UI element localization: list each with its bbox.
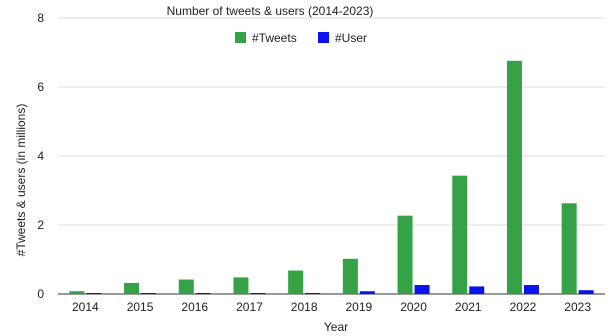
legend-label-tweets: #Tweets xyxy=(252,31,297,45)
x-tick-label: 2019 xyxy=(345,300,372,314)
bar-user-2020 xyxy=(414,285,430,294)
bar-tweets-2017 xyxy=(233,277,249,294)
bar-user-2017 xyxy=(250,293,266,294)
bar-tweets-2016 xyxy=(178,279,194,294)
y-tick-label: 2 xyxy=(37,218,44,232)
y-tick-label: 6 xyxy=(37,80,44,94)
bar-user-2023 xyxy=(578,290,594,294)
x-tick-label: 2021 xyxy=(455,300,482,314)
bar-user-2021 xyxy=(469,286,485,294)
x-tick-label: 2015 xyxy=(127,300,154,314)
bar-user-2022 xyxy=(523,285,539,294)
bar-tweets-2019 xyxy=(342,258,358,294)
bar-user-2016 xyxy=(195,293,211,294)
x-tick-label: 2022 xyxy=(510,300,537,314)
x-tick-label: 2018 xyxy=(291,300,318,314)
y-tick-label: 8 xyxy=(37,11,44,25)
bar-tweets-2022 xyxy=(506,60,522,294)
bar-tweets-2015 xyxy=(124,282,140,294)
legend: #Tweets #User xyxy=(235,31,367,45)
bar-user-2015 xyxy=(141,293,157,294)
y-axis-title: #Tweets & users (in millions) xyxy=(14,104,28,257)
bar-user-2014 xyxy=(86,293,102,294)
legend-swatch-user xyxy=(318,32,329,43)
x-axis-ticks: 2014 2015 2016 2017 2018 2019 2020 2021 2022 2023 xyxy=(72,300,591,314)
bar-tweets-2021 xyxy=(452,175,468,294)
bar-tweets-2018 xyxy=(288,270,304,294)
bars xyxy=(69,60,594,294)
y-axis-ticks: 0 2 4 6 8 xyxy=(37,11,44,301)
legend-label-user: #User xyxy=(335,31,367,45)
x-tick-label: 2014 xyxy=(72,300,99,314)
x-tick-label: 2017 xyxy=(236,300,263,314)
y-tick-label: 4 xyxy=(37,149,44,163)
legend-swatch-tweets xyxy=(235,32,246,43)
y-tick-label: 0 xyxy=(37,287,44,301)
bar-user-2019 xyxy=(359,291,375,294)
x-tick-label: 2016 xyxy=(181,300,208,314)
bar-tweets-2014 xyxy=(69,291,85,294)
bar-user-2018 xyxy=(305,292,321,294)
bar-tweets-2020 xyxy=(397,215,413,294)
x-axis-title: Year xyxy=(324,320,348,334)
chart-title: Number of tweets & users (2014-2023) xyxy=(167,4,374,18)
x-tick-label: 2020 xyxy=(400,300,427,314)
gridlines xyxy=(58,17,605,295)
bar-tweets-2023 xyxy=(561,203,577,294)
x-tick-label: 2023 xyxy=(564,300,591,314)
